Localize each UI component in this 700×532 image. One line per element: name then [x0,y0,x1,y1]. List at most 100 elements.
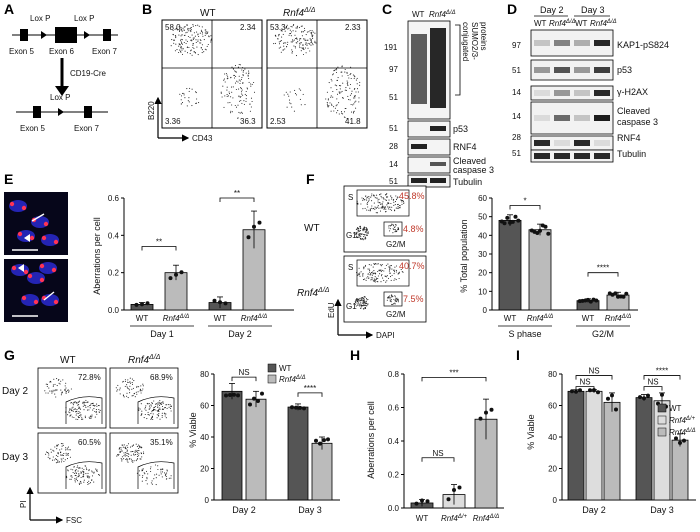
flow-event [364,303,366,305]
flow-event [387,196,389,198]
flow-event [93,408,95,410]
flow-event [76,466,78,468]
flow-event [359,230,361,232]
flow-event [307,47,309,49]
ko-header: Rnf4Δ/Δ [283,7,316,19]
data-point [624,291,629,296]
flow-event [124,446,126,449]
flow-event [291,26,293,28]
data-point [179,270,184,275]
flow-event [138,453,140,455]
flow-event [327,98,329,100]
flow-event [389,206,391,208]
flow-event [287,41,289,43]
data-point [420,498,424,503]
flow-event [129,377,131,379]
quadrant-value: 3.36 [165,117,181,126]
flow-event [374,195,376,197]
flow-event [337,77,339,79]
flow-event [129,385,131,387]
flow-event [389,276,392,278]
flow-event [139,388,141,390]
flow-event [302,38,305,40]
flow-event [336,89,338,91]
flow-event [195,102,198,104]
flow-event [87,476,89,478]
flow-event [134,396,136,398]
flow-event [385,199,388,201]
flow-event [335,71,338,74]
flow-event [159,408,161,410]
flow-event [84,401,86,404]
flow-event [367,298,369,301]
flow-event [124,455,126,457]
flow-event [337,66,339,68]
flow-event [195,25,197,27]
flow-event [165,413,167,415]
flow-event [371,193,373,195]
flow-event [178,34,180,36]
flow-event [387,206,389,208]
flow-event [68,411,70,413]
flow-event [242,82,244,85]
flow-event [397,204,399,206]
flow-event [56,445,58,447]
blot-band [534,90,550,96]
bar [635,397,653,501]
flow-event [178,51,180,54]
flow-event [394,231,396,233]
flow-event [89,407,91,409]
flow-event [302,47,304,49]
flow-event [366,209,368,211]
flow-event [241,76,243,79]
flow-event [184,26,186,28]
flow-event [362,233,364,235]
flow-event [91,416,93,418]
flow-event [398,271,401,273]
flow-event [183,29,185,31]
flow-event [204,34,206,36]
y-tick-label: 0 [205,496,210,505]
flow-event [75,418,77,420]
flow-event [81,417,83,419]
flow-event [119,451,121,454]
flow-event [300,25,302,27]
flow-event [353,103,355,105]
significance-label: NS [238,368,249,377]
y-tick-label: 40 [548,433,557,442]
flow-event [359,84,361,86]
flow-event [284,30,286,32]
data-point [535,231,540,235]
flow-event [141,390,143,392]
flow-event [395,224,397,226]
blot-band [594,153,610,159]
flow-event [391,295,393,297]
flow-event [79,466,81,469]
flow-event [362,229,364,231]
flow-event [278,41,280,43]
x-tick-label: Rnf4Δ/Δ [241,314,268,323]
flow-event [330,78,332,80]
flow-event [364,236,366,238]
flow-event [70,478,72,480]
flow-event [344,89,346,91]
flow-event [386,274,388,277]
flow-event [138,455,140,457]
flow-event [300,89,302,91]
flow-event [53,459,55,461]
group-label: G2/M [592,329,614,339]
flow-event [158,414,160,416]
flow-event [402,200,405,202]
flow-event [53,378,55,380]
flow-event [99,409,101,411]
flow-event [74,401,76,403]
flow-event [278,33,280,35]
flow-event [45,383,47,385]
flow-event [282,49,284,51]
flow-event [235,75,237,78]
flow-event [66,449,68,451]
flow-event [159,418,161,420]
flow-event [132,461,134,463]
flow-event [131,395,133,397]
flow-event [291,39,294,41]
